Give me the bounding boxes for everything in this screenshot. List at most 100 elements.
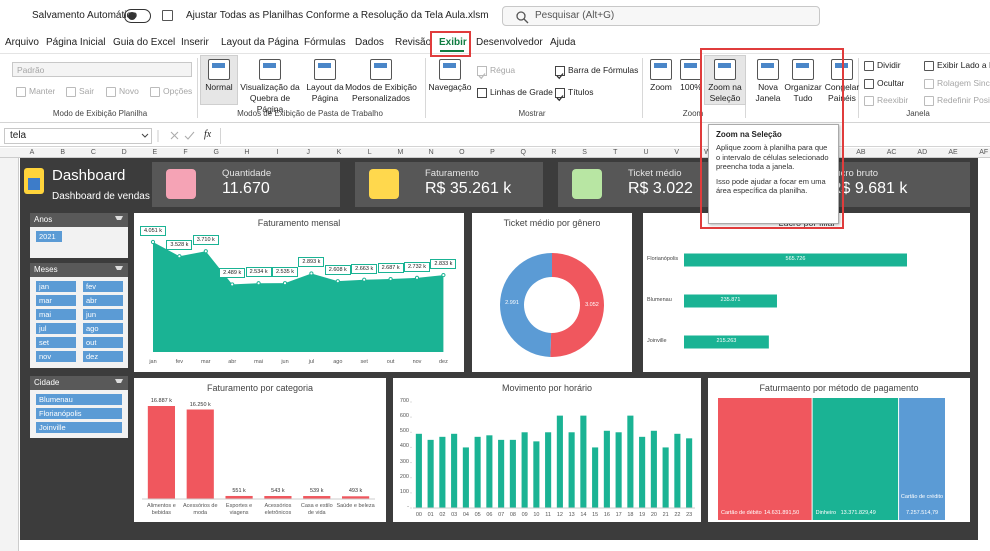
kpi-value: R$ 35.261 k [425,180,511,198]
y-tick-label: 300 [393,459,409,465]
checkbox[interactable] [477,88,487,98]
ribbon-tab[interactable]: Inserir [181,37,209,48]
bar [148,406,175,499]
autosave-toggle[interactable] [124,9,151,23]
ribbon-tab[interactable]: Guia do Excel [113,37,175,48]
ribbon-button[interactable]: Sair [79,86,94,96]
slicer-item-label: jan [39,282,49,291]
button-icon-accent [318,63,331,68]
point [363,278,366,281]
save-icon[interactable] [162,10,173,21]
slicer-item[interactable]: Joinville [36,422,122,433]
checkbox-label: Régua [490,65,515,75]
y-tick-label: 200 [393,474,409,480]
slicer-item[interactable]: 2021 [36,231,62,242]
chart-panel: Lucro por filialFlorianópolis565.726Blum… [643,213,970,372]
chart-panel: Faturmaento por método de pagamentoCartã… [708,378,970,522]
ribbon-button[interactable]: Visualização da Quebra de Página [238,82,302,115]
ribbon-button[interactable]: Rolagem Sinc [937,78,990,88]
ribbon-button[interactable]: Navegação [425,82,475,93]
data-label: 4.051 k [140,226,166,236]
ribbon-button[interactable]: Zoom [646,82,676,93]
slicer-item[interactable]: mai [36,309,76,320]
checkbox[interactable] [477,66,487,76]
slicer-item[interactable]: dez [83,351,123,362]
x-tick-label: 13 [566,512,578,519]
ribbon-button[interactable]: Manter [29,86,55,96]
ribbon-tab[interactable]: Desenvolvedor [476,37,543,48]
x-tick-label: fev [166,359,192,365]
checkbox[interactable] [555,88,565,98]
x-tick-label: abr [219,359,245,365]
slicer-item-label: nov [39,352,51,361]
ribbon-tab[interactable]: Página Inicial [46,37,105,48]
chart [134,213,464,372]
button-icon [106,87,116,97]
ribbon-tab[interactable]: Layout da Página [221,37,299,48]
slicer-item[interactable]: mar [36,295,76,306]
ribbon-button[interactable]: Redefinir Posi [937,95,990,105]
x-tick-label: 00 [413,512,425,519]
x-tick-label: 23 [683,512,695,519]
bar [651,431,657,508]
ribbon-tab[interactable]: Fórmulas [304,37,346,48]
name-box-value: tela [10,130,26,141]
ribbon-button[interactable]: Reexibir [877,95,908,105]
slicer-item[interactable]: set [36,337,76,348]
slicer-item-label: abr [86,296,97,305]
view-dropdown[interactable]: Padrão [12,62,192,77]
y-tick-label: 600 [393,413,409,419]
slicer-item[interactable]: ago [83,323,123,334]
slicer-item-label: mar [39,296,52,305]
x-tick-label: 15 [589,512,601,519]
data-label: 551 k [220,488,259,494]
column-letter: AC [887,149,897,156]
x-tick-label: 12 [554,512,566,519]
ribbon-button[interactable]: Novo [119,86,139,96]
ribbon-button[interactable]: Modos de Exibição Personalizados [343,82,419,104]
button-icon [208,59,230,80]
bar [557,416,563,508]
button-icon [680,59,702,80]
slicer-item[interactable]: fev [83,281,123,292]
x-tick-label: 02 [437,512,449,519]
ribbon-button[interactable]: Opções [163,86,192,96]
slicer-item-label: out [86,338,96,347]
chart-panel: Movimento por horário-100200300400500600… [393,378,701,522]
data-label: 2.893 k [298,257,324,267]
slicer-item[interactable]: Florianópolis [36,408,122,419]
column-letter: AE [948,149,957,156]
slicer-item[interactable]: jan [36,281,76,292]
slicer-item[interactable]: jun [83,309,123,320]
ribbon-button[interactable]: Exibir Lado a L [937,60,990,70]
checkbox[interactable] [555,66,565,76]
ribbon-button[interactable]: Dividir [877,60,901,70]
slicer-item[interactable]: nov [36,351,76,362]
button-icon [864,79,874,89]
y-tick-label: 100 [393,489,409,495]
slicer-item-label: ago [86,324,99,333]
bar [674,434,680,508]
ribbon-tab[interactable]: Revisão [395,37,431,48]
bar [569,432,575,508]
bar [463,447,469,508]
category-label: Cartão de débito [721,510,762,516]
ribbon-tab[interactable]: Arquivo [5,37,39,48]
ribbon-button[interactable]: Ocultar [877,78,904,88]
ribbon-tab[interactable]: Ajuda [550,37,576,48]
slicer-item-label: mai [39,310,51,319]
slicer-item[interactable]: Blumenau [36,394,122,405]
slicer-item[interactable]: out [83,337,123,348]
slicer-item[interactable]: jul [36,323,76,334]
group-separator [642,58,643,118]
ribbon-group-label: Mostrar [518,109,545,118]
bar [627,416,633,508]
slicer-item[interactable]: abr [83,295,123,306]
ribbon-tab[interactable]: Dados [355,37,384,48]
ribbon-button[interactable]: Normal [202,82,236,93]
x-tick-label: 22 [672,512,684,519]
search-box[interactable]: Pesquisar (Alt+G) [502,6,820,26]
slicer-filter-icon [115,216,123,224]
slicer-filter-icon [115,266,123,274]
ribbon-button[interactable]: Layout da Página [304,82,346,104]
